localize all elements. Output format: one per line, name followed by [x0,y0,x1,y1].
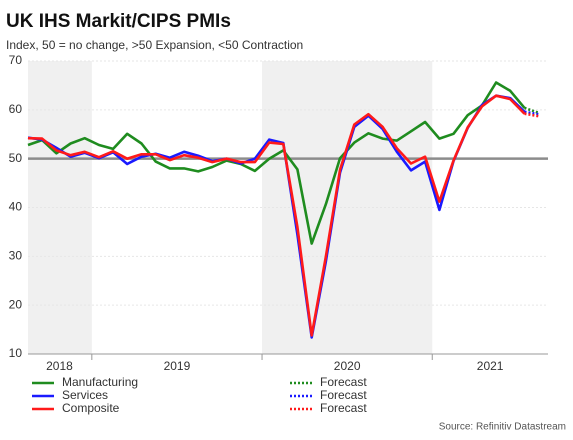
source-note: Source: Refinitiv Datastream [439,422,566,433]
series-line [27,94,526,337]
x-tick-label: 2019 [164,359,191,373]
x-tick-label: 2021 [477,359,504,373]
chart-subtitle: Index, 50 = no change, >50 Expansion, <5… [6,38,303,52]
y-tick-label: 40 [9,200,23,214]
legend-label: Forecast [320,388,367,402]
y-tick-label: 60 [9,102,23,116]
legend-label: Manufacturing [62,375,138,389]
y-tick-label: 20 [9,297,23,311]
legend-label: Composite [62,401,120,415]
forecast-line [524,106,540,115]
chart-title: UK IHS Markit/CIPS PMIs [6,11,231,32]
x-tick-label: 2020 [334,359,361,373]
y-tick-label: 30 [9,249,23,263]
shaded-band [262,61,433,354]
legend-label: Forecast [320,401,367,415]
y-tick-label: 70 [9,53,23,67]
y-tick-label: 50 [9,151,23,165]
x-tick-label: 2018 [46,359,73,373]
legend-label: Services [62,388,108,402]
y-tick-label: 10 [9,346,23,360]
series-line [27,81,526,245]
legend-label: Forecast [320,375,367,389]
